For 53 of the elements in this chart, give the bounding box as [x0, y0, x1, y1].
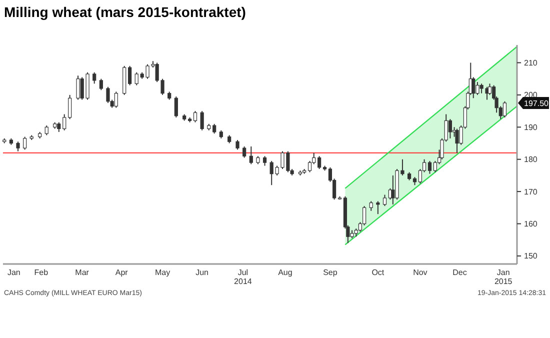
y-tick-label: 180	[524, 155, 538, 164]
candlestick	[23, 136, 27, 150]
x-tick-label: Jan	[7, 268, 20, 277]
x-tick-label: Apr	[115, 268, 128, 277]
candlestick	[174, 96, 178, 118]
candlestick	[433, 160, 437, 173]
candlestick	[62, 114, 66, 131]
candlestick	[472, 76, 476, 99]
candlestick	[308, 160, 312, 173]
candlestick	[57, 122, 61, 132]
y-tick-label: 150	[524, 252, 538, 261]
chart-title: Milling wheat (mars 2015-kontraktet)	[4, 4, 246, 20]
candlestick	[476, 82, 480, 96]
candlestick	[212, 123, 216, 134]
candlestick	[114, 91, 118, 108]
x-tick-label: Sep	[323, 268, 338, 277]
candlestick	[382, 194, 387, 207]
candlestick	[16, 141, 20, 152]
candlestick	[242, 146, 246, 158]
candlestick	[236, 140, 240, 150]
x-tick-label: Feb	[34, 268, 49, 277]
candlestick	[391, 174, 395, 205]
candlestick	[376, 200, 380, 215]
candlestick	[455, 128, 459, 154]
candlestick	[369, 200, 373, 212]
candlestick	[44, 125, 48, 136]
candlestick	[502, 100, 507, 118]
candlestick	[200, 110, 204, 131]
candlestick	[448, 118, 452, 139]
x-tick-label: Aug	[278, 268, 292, 277]
y-tick-label: 210	[524, 58, 538, 68]
y-tick-label: 170	[524, 187, 538, 196]
candlestick	[318, 156, 322, 170]
candlestick	[249, 146, 253, 165]
candlestick	[76, 75, 80, 100]
y-tick-label: 190	[524, 122, 538, 132]
candlestick	[428, 160, 432, 174]
x-tick-label: Jan 2015	[494, 268, 513, 286]
x-tick-label: Dec	[452, 268, 467, 277]
candlestick	[262, 156, 267, 166]
annotation: 197.50	[524, 98, 550, 108]
candlestick	[92, 72, 96, 84]
candlestick	[99, 78, 103, 91]
candlestick	[128, 65, 132, 86]
x-tick-label: Jun	[196, 268, 209, 277]
x-tick-label: Jul 2014	[234, 268, 252, 286]
candlestick	[193, 110, 198, 123]
x-tick-label: Oct	[372, 268, 385, 277]
candlestick	[68, 94, 72, 120]
y-tick-label: 160	[524, 220, 538, 229]
x-tick-label: Mar	[75, 268, 90, 277]
x-tick-label: Nov	[413, 268, 428, 277]
x-tick-label: May	[154, 268, 170, 277]
